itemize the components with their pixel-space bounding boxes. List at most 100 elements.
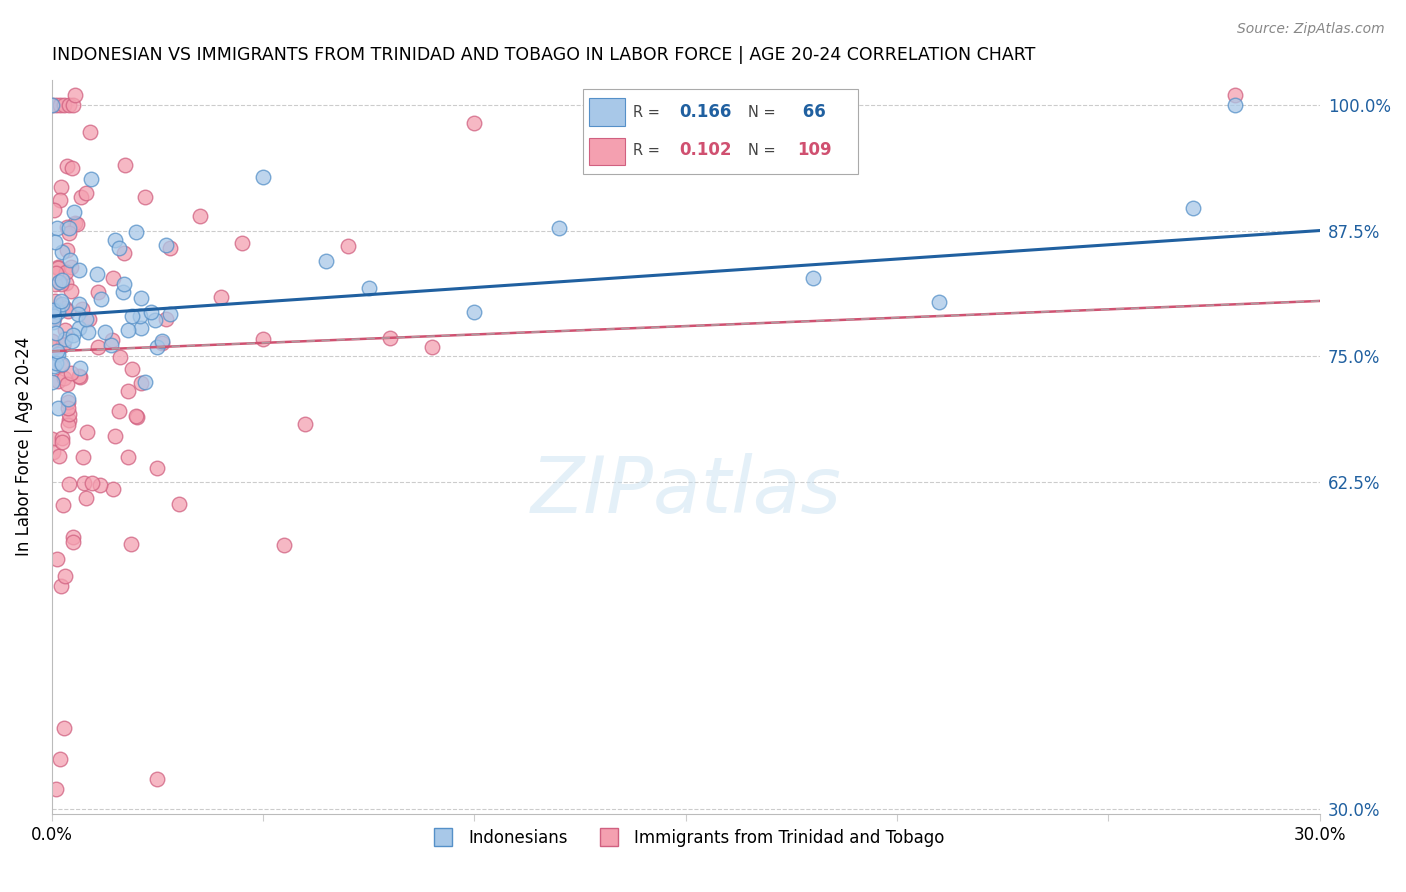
Point [62,530,84,544]
Point [420,340,443,354]
Point [53,722,76,736]
Point [76,425,98,440]
Point [44,235,66,249]
Point [134,190,156,204]
Point [252,332,274,346]
Point [53,568,76,582]
Point [75,311,97,326]
Point [159,241,181,255]
Point [42,315,65,329]
Point [48,449,70,463]
Point [44,340,66,354]
Point [146,340,169,354]
Point [41,98,63,112]
Point [80,172,103,186]
Bar [589,98,624,126]
Point [48,275,70,289]
Point [49,98,72,112]
Point [87,340,110,354]
Point [59,252,82,267]
Point [49,193,72,207]
Point [48,298,70,312]
Point [231,236,253,251]
Point [51,297,73,311]
Legend: Indonesians, Immigrants from Trinidad and Tobago: Indonesians, Immigrants from Trinidad an… [420,822,952,854]
Point [56,159,79,173]
Point [167,497,190,511]
Point [129,321,152,335]
Point [46,374,69,388]
Point [51,435,73,450]
Point [67,307,90,321]
Point [42,359,65,374]
Point [45,356,67,370]
Point [44,294,66,309]
Point [58,221,80,235]
Text: 0.102: 0.102 [679,141,733,159]
Point [56,401,79,415]
Point [89,477,111,491]
Point [801,271,824,285]
Point [77,312,100,326]
Point [129,291,152,305]
Point [93,326,115,340]
Point [73,476,96,491]
Point [56,219,79,234]
Point [58,98,80,112]
Point [121,362,143,376]
Text: ZIPatlas: ZIPatlas [530,453,841,529]
Point [62,204,84,219]
Point [294,417,316,432]
Point [357,281,380,295]
Point [125,225,148,239]
Point [58,407,80,421]
Point [112,246,135,260]
Point [75,186,97,200]
Bar [589,137,624,165]
Point [62,327,84,342]
Point [75,491,97,505]
Point [53,331,76,345]
Point [53,301,76,315]
Point [60,161,83,176]
Point [56,417,79,432]
Point [45,552,67,566]
Point [121,309,143,323]
Point [45,266,67,280]
Point [58,392,80,406]
Point [63,216,86,230]
Text: 66: 66 [797,103,827,121]
Text: R =: R = [633,104,665,120]
Point [101,482,124,496]
Point [45,302,67,317]
Point [52,338,75,352]
Point [49,751,72,765]
Point [42,445,65,459]
Point [70,301,93,316]
Point [41,375,63,389]
Point [1223,87,1246,102]
Point [67,297,90,311]
Point [928,294,950,309]
Point [273,538,295,552]
Point [58,477,80,491]
Point [252,169,274,184]
Point [45,326,67,340]
Point [41,432,63,446]
Point [155,237,177,252]
Point [59,260,82,274]
Point [70,190,93,204]
Point [42,310,65,324]
Point [44,203,66,218]
Point [49,579,72,593]
Point [101,333,124,347]
Point [77,325,100,339]
Point [125,409,148,423]
Point [315,254,337,268]
Point [56,243,79,257]
Point [378,331,401,345]
Point [120,536,142,550]
Point [51,244,73,259]
Point [45,98,67,112]
Point [46,401,69,415]
